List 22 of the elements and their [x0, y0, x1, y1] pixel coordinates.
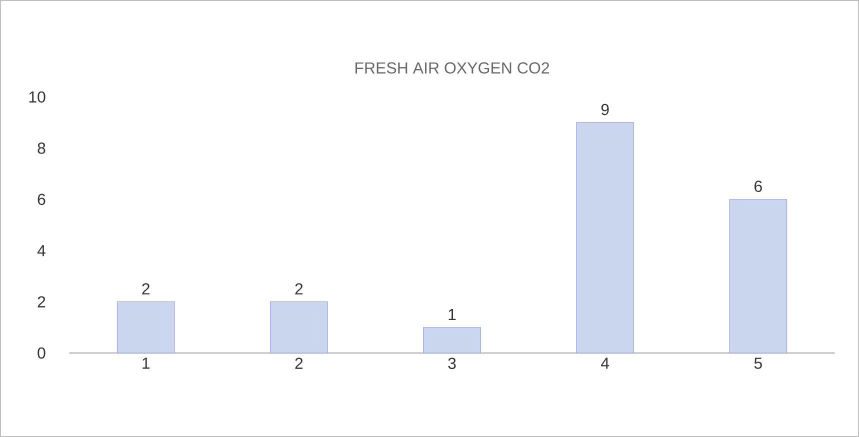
- x-tick-label: 1: [142, 358, 150, 369]
- data-label: 6: [754, 180, 762, 192]
- y-tick-label: 10: [29, 91, 46, 103]
- y-tick-label: 8: [38, 142, 46, 154]
- bar: [576, 122, 634, 354]
- y-tick-label: 2: [38, 296, 46, 308]
- data-label: 2: [142, 283, 150, 294]
- chart-title: FRESH AIR OXYGEN CO2: [356, 62, 549, 74]
- bar: [270, 302, 328, 354]
- y-tick-label: 0: [38, 347, 46, 359]
- bar: [729, 199, 788, 354]
- bar: [116, 302, 175, 354]
- data-label: 9: [601, 104, 609, 116]
- x-tick-label: 3: [448, 358, 456, 370]
- bar: [423, 327, 481, 354]
- x-tick-label: 2: [295, 358, 303, 369]
- y-tick-label: 4: [37, 245, 46, 256]
- data-label: 2: [295, 283, 303, 294]
- data-label: 1: [448, 309, 456, 320]
- x-tick-label: 5: [754, 358, 762, 369]
- y-tick-label: 6: [38, 194, 46, 206]
- x-tick-label: 4: [601, 358, 610, 369]
